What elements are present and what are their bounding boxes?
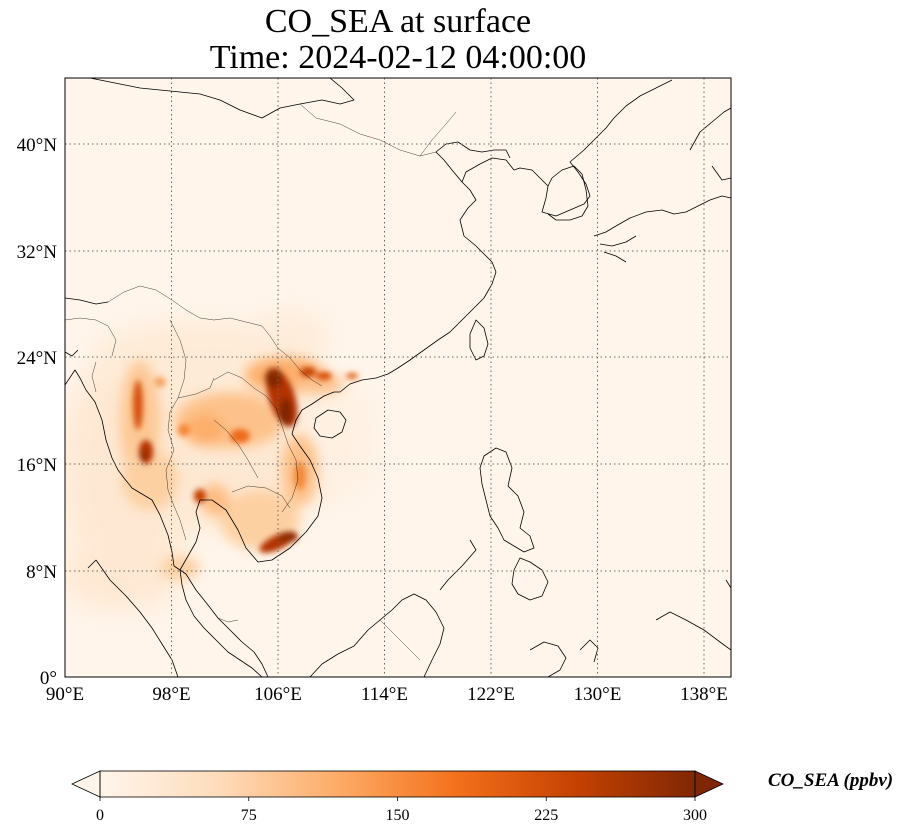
- colorbar-gradient: [100, 771, 695, 797]
- country-borders: [65, 103, 457, 661]
- colorbar-tick-label: 300: [683, 807, 707, 824]
- lon-tick-label: 114°E: [361, 684, 408, 705]
- lon-tick-label: 106°E: [254, 684, 302, 705]
- lon-tick-label: 90°E: [46, 684, 84, 705]
- lat-tick-label: 0°: [40, 668, 57, 689]
- lat-tick-label: 40°N: [17, 135, 58, 156]
- colorbar-label: CO_SEA (ppbv): [768, 770, 894, 791]
- colorbar-extend-low: [71, 770, 101, 798]
- lat-tick-labels: 40°N 32°N 24°N 16°N 8°N 0°: [17, 135, 58, 689]
- coastlines: [65, 78, 731, 677]
- map-title: CO_SEA at surface Time: 2024-02-12 04:00…: [65, 4, 731, 76]
- lat-tick-label: 32°N: [17, 242, 58, 263]
- colorbar-tick-label: 0: [96, 807, 104, 824]
- title-line-1: CO_SEA at surface: [264, 3, 532, 40]
- lon-tick-label: 122°E: [467, 684, 515, 705]
- colorbar-extend-high: [694, 770, 724, 798]
- lon-tick-label: 98°E: [152, 684, 190, 705]
- lon-tick-label: 138°E: [680, 684, 728, 705]
- colorbar: 0 75 150 225 300: [71, 770, 724, 824]
- title-line-2: Time: 2024-02-12 04:00:00: [209, 39, 587, 76]
- colorbar-tick-label: 75: [241, 807, 257, 824]
- colorbar-tick-label: 225: [534, 807, 558, 824]
- map-frame: [64, 77, 732, 678]
- colorbar-tick-label: 150: [386, 807, 410, 824]
- map-gridlines: [65, 78, 731, 677]
- lon-tick-labels: 90°E 98°E 106°E 114°E 122°E 130°E 138°E: [46, 684, 728, 705]
- lon-tick-label: 130°E: [574, 684, 622, 705]
- lat-tick-label: 16°N: [17, 455, 58, 476]
- lat-tick-label: 8°N: [26, 562, 57, 583]
- lat-tick-label: 24°N: [17, 348, 58, 369]
